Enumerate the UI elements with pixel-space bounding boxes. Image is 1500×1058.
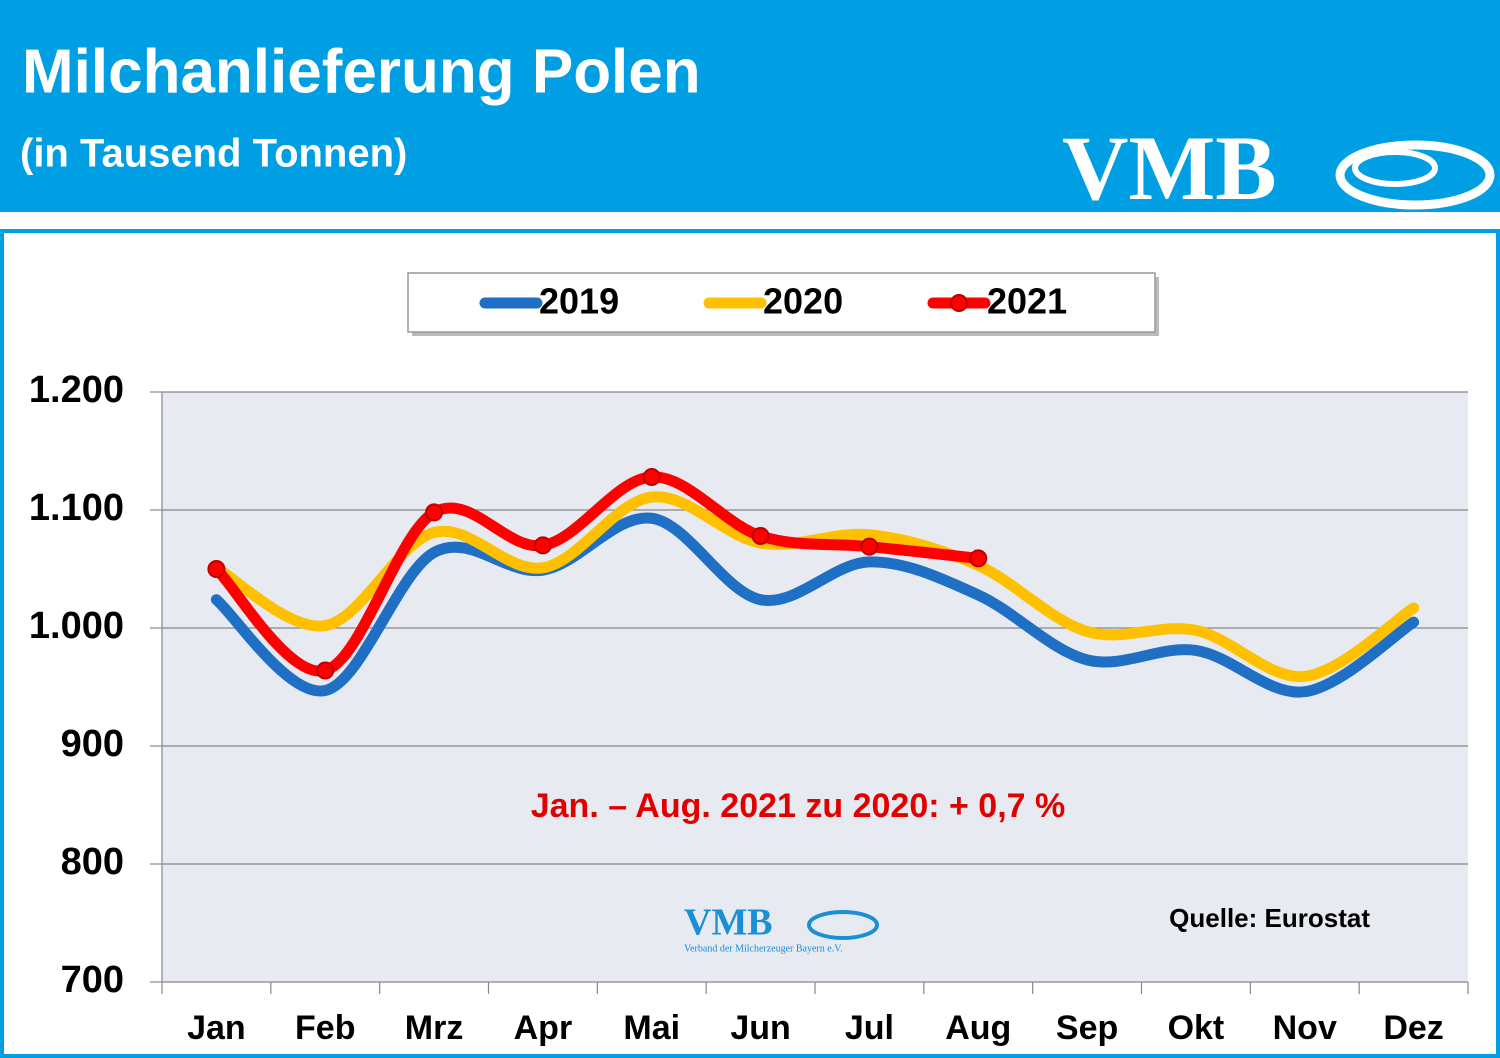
x-tick-label: Jan (187, 1009, 246, 1047)
point (642, 467, 661, 486)
legend-label: 2021 (987, 281, 1067, 322)
logo-small-swirl (807, 910, 879, 940)
y-tick-label: 900 (61, 723, 124, 765)
series-line (210, 512, 1420, 698)
y-tick-label: 1.100 (29, 487, 124, 529)
x-tick-label: Nov (1273, 1009, 1337, 1047)
header-band (0, 0, 1500, 212)
logo-swirl (1352, 149, 1438, 187)
point (425, 503, 444, 522)
point (969, 549, 988, 568)
logo: VMB (1062, 117, 1277, 219)
x-tick-label: Mrz (405, 1009, 464, 1047)
legend-marker (950, 294, 968, 312)
x-tick-label: Jun (730, 1009, 790, 1047)
y-tick-label: 800 (61, 841, 124, 883)
logo-small: VMB (684, 902, 773, 944)
x-tick-label: Feb (295, 1009, 355, 1047)
x-tick-label: Jul (845, 1009, 894, 1047)
plot-area (162, 392, 1468, 982)
point (207, 560, 226, 578)
x-tick-label: Apr (514, 1009, 573, 1047)
source: Quelle: Eurostat (1169, 903, 1370, 933)
y-tick-label: 1.200 (29, 369, 124, 411)
x-tick-label: Okt (1168, 1009, 1225, 1047)
point (316, 661, 335, 680)
point (860, 537, 879, 556)
y-tick-label: 700 (61, 959, 124, 1001)
annotation: Jan. – Aug. 2021 zu 2020: + 0,7 % (531, 787, 1066, 825)
point (751, 526, 770, 545)
y-tick-label: 1.000 (29, 605, 124, 647)
legend-label: 2020 (763, 281, 843, 322)
x-tick-label: Sep (1056, 1009, 1118, 1047)
point (533, 536, 552, 555)
chart-subtitle: (in Tausend Tonnen) (20, 132, 407, 176)
chart-title: Milchanlieferung Polen (22, 37, 701, 106)
legend-label: 2019 (539, 281, 619, 322)
logo-swirl (1335, 140, 1495, 210)
x-tick-label: Aug (945, 1009, 1011, 1047)
x-tick-label: Mai (623, 1009, 680, 1047)
x-tick-label: Dez (1383, 1009, 1443, 1047)
logo-small-caption: Verband der Milcherzeuger Bayern e.V. (684, 943, 843, 954)
